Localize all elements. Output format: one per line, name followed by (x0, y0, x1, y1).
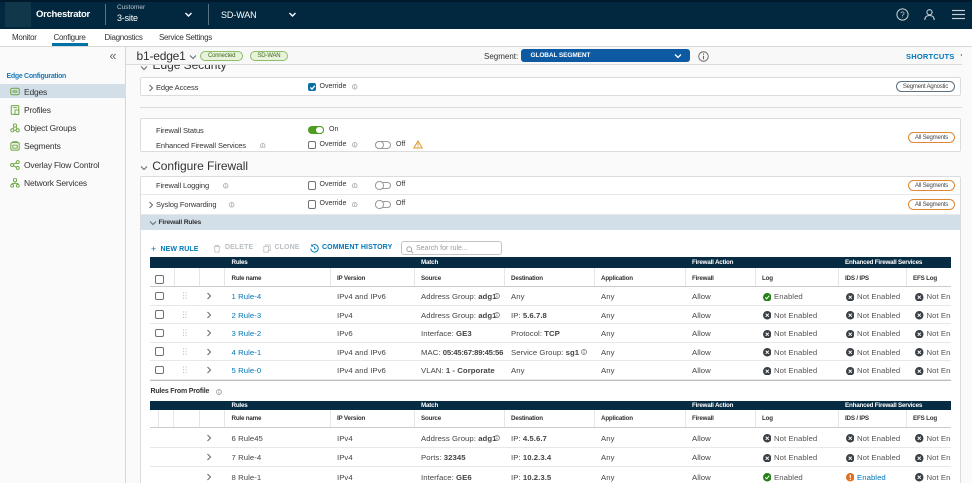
svg-text:?: ? (900, 10, 905, 19)
